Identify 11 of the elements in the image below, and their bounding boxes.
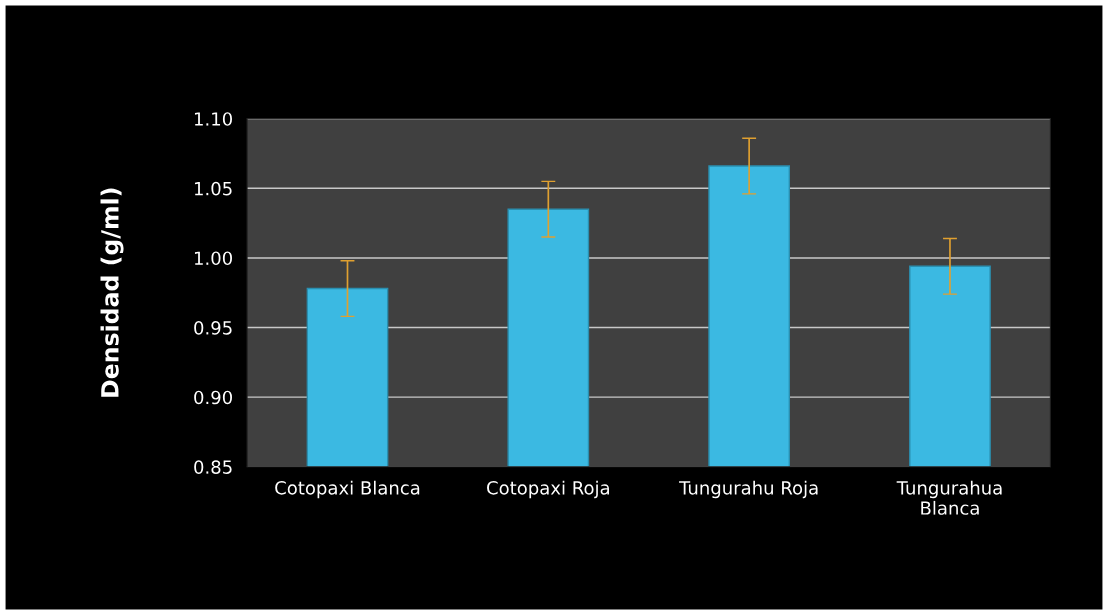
x-tick-label: Cotopaxi Blanca <box>275 480 420 499</box>
x-tick-label: Tungurahua Blanca <box>896 480 1002 515</box>
y-axis-title: Densidad (g/ml) <box>100 188 124 397</box>
y-tick-label: 1.00 <box>194 251 232 266</box>
y-tick-label: 1.05 <box>194 181 232 196</box>
y-tick-label: 0.95 <box>194 321 232 335</box>
y-tick-label: 0.90 <box>194 390 232 405</box>
x-tick-label: Cotopaxi Roja <box>487 480 609 499</box>
y-tick-label: 0.85 <box>194 460 232 474</box>
y-tick-label: 1.10 <box>194 112 232 126</box>
x-tick-label: Tungurahu Roja <box>679 480 818 499</box>
